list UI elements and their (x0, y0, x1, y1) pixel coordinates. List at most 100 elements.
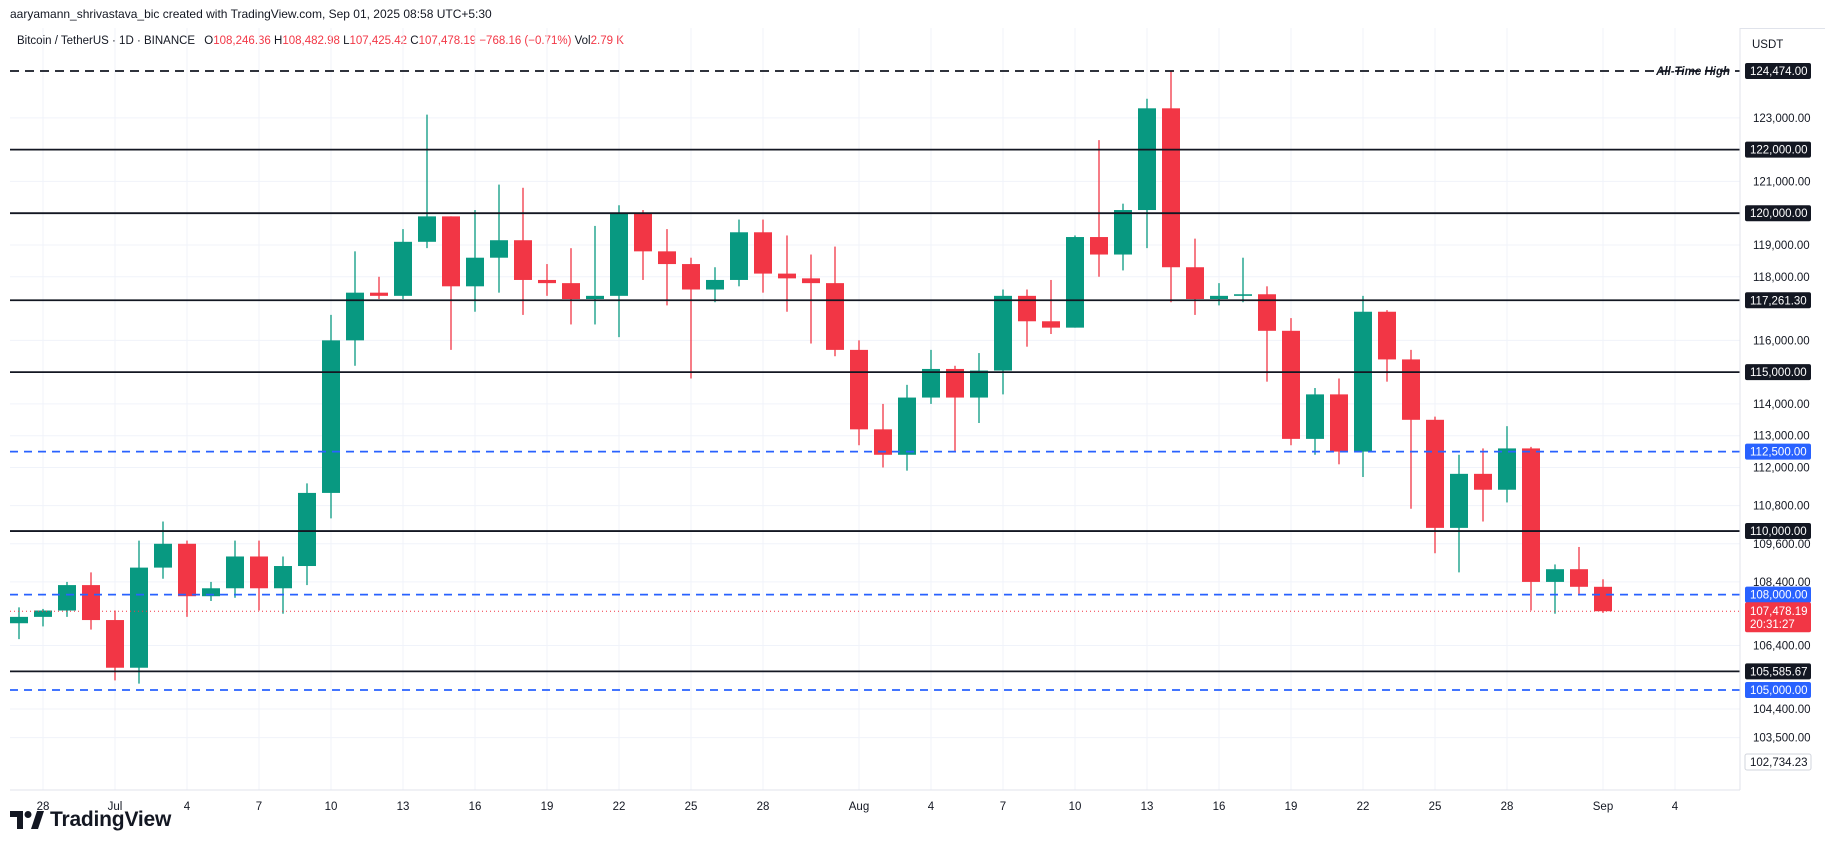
price-axis-top-edge (1740, 28, 1825, 29)
candle-body (370, 292, 388, 296)
currency-label: USDT (1752, 39, 1783, 51)
candle-body (850, 349, 868, 430)
x-tick-label: 4 (184, 801, 191, 813)
candle-body (1570, 569, 1588, 587)
x-tick-label: 19 (1285, 801, 1298, 813)
candle-body (1018, 295, 1036, 322)
x-tick-label: 13 (1141, 801, 1154, 813)
candle-body (1426, 419, 1444, 528)
price-level-tag (1745, 205, 1811, 222)
candle-body (610, 213, 628, 296)
price-level-tag (1745, 663, 1811, 680)
candle-body (658, 251, 676, 265)
candle-body (1234, 294, 1252, 296)
y-tick-label: 108,400.00 (1753, 577, 1811, 589)
candle-body (1042, 321, 1060, 328)
symbol-legend: Bitcoin / TetherUS · 1D · BINANCE O108,2… (17, 35, 624, 47)
candle-body (898, 397, 916, 455)
x-tick-label: Sep (1593, 801, 1613, 813)
candle-body (154, 543, 172, 568)
axes: USDT (10, 28, 1825, 791)
candle-body (1474, 473, 1492, 490)
x-tick-label: 4 (928, 801, 935, 813)
y-tick-label: 118,000.00 (1753, 272, 1810, 284)
price-level-tag (1745, 364, 1811, 381)
y-tick-label: 113,000.00 (1753, 431, 1810, 443)
x-tick-label: 25 (685, 801, 698, 813)
y-tick-label: 109,600.00 (1753, 539, 1811, 551)
current-price-tag (1745, 602, 1811, 633)
price-level-tag-text: 122,000.00 (1750, 145, 1808, 157)
candle-body (730, 232, 748, 280)
y-tick-label: 119,000.00 (1753, 240, 1810, 252)
y-tick-label: 110,800.00 (1753, 501, 1810, 513)
candles (10, 71, 1612, 684)
price-level-tag-text: 115,000.00 (1750, 367, 1807, 379)
y-tick-label: 104,400.00 (1753, 704, 1811, 716)
candle-body (274, 566, 292, 589)
x-tick-label: 16 (469, 801, 482, 813)
tradingview-logo-icon (10, 811, 44, 829)
price-level-tag-text: 124,474.00 (1750, 66, 1808, 78)
countdown-text: 20:31:27 (1750, 619, 1795, 631)
x-tick-label: 22 (1357, 801, 1370, 813)
price-level-tag-text: 105,000.00 (1750, 685, 1808, 697)
y-tick-label: 116,000.00 (1753, 335, 1810, 347)
price-level-tag-text: 108,000.00 (1750, 590, 1808, 602)
candle-body (1594, 586, 1612, 612)
candle-body (250, 556, 268, 589)
candle-body (562, 283, 580, 300)
low-value: 107,425.42 (349, 35, 408, 47)
candle-body (946, 368, 964, 398)
symbol-title: Bitcoin / TetherUS · 1D · BINANCE (17, 35, 196, 47)
x-tick-label: 13 (397, 801, 410, 813)
candle-body (322, 340, 340, 493)
y-tick-label: 121,000.00 (1753, 176, 1811, 188)
x-tick-label: 28 (757, 801, 770, 813)
chart-byline: aaryamann_shrivastava_bic created with T… (10, 7, 492, 21)
candle-body (490, 240, 508, 258)
level-annotation: All-Time High (1655, 66, 1730, 78)
price-level-tag-text: 117,261.30 (1750, 295, 1807, 307)
candle-body (826, 283, 844, 350)
candle-body (58, 585, 76, 611)
x-tick-label: 25 (1429, 801, 1442, 813)
candle-body (1066, 237, 1084, 328)
change-value: −768.16 (−0.71%) (479, 35, 572, 47)
price-level-tag (1745, 292, 1811, 309)
candle-body (1210, 295, 1228, 300)
candle-body (754, 232, 772, 274)
price-level-tag (1745, 586, 1811, 603)
candle-body (34, 610, 52, 617)
price-level-tag (1745, 63, 1811, 79)
tradingview-brand: TradingView (10, 808, 171, 832)
open-label: O (204, 35, 214, 47)
y-tick-label: 112,000.00 (1753, 462, 1810, 474)
candle-body (106, 620, 124, 668)
price-level-tag-text: 105,585.67 (1750, 666, 1808, 678)
candle-body (1498, 448, 1516, 490)
x-tick-label: 7 (1000, 801, 1006, 813)
candle-body (394, 241, 412, 296)
price-level-tag-text: 112,500.00 (1750, 447, 1807, 459)
y-tick-label: 103,500.00 (1753, 733, 1811, 745)
candle-body (634, 213, 652, 252)
high-value: 108,482.98 (282, 35, 340, 47)
grid (10, 28, 1740, 790)
open-value: 108,246.36 (213, 35, 271, 47)
candle-body (1258, 294, 1276, 331)
x-tick-label: 10 (1069, 801, 1082, 813)
candle-body (514, 240, 532, 280)
close-value: 107,478.19 (418, 35, 477, 47)
current-price-tag-text: 107,478.19 (1750, 606, 1808, 618)
candle-body (1138, 108, 1156, 211)
candle-body (1186, 267, 1204, 300)
candle-body (874, 429, 892, 455)
high-label: H (274, 35, 283, 47)
y-tick-label: 114,000.00 (1753, 399, 1810, 411)
candle-body (538, 279, 556, 284)
candle-body (1114, 210, 1132, 255)
price-level-tag (1745, 141, 1811, 158)
candle-body (778, 273, 796, 279)
